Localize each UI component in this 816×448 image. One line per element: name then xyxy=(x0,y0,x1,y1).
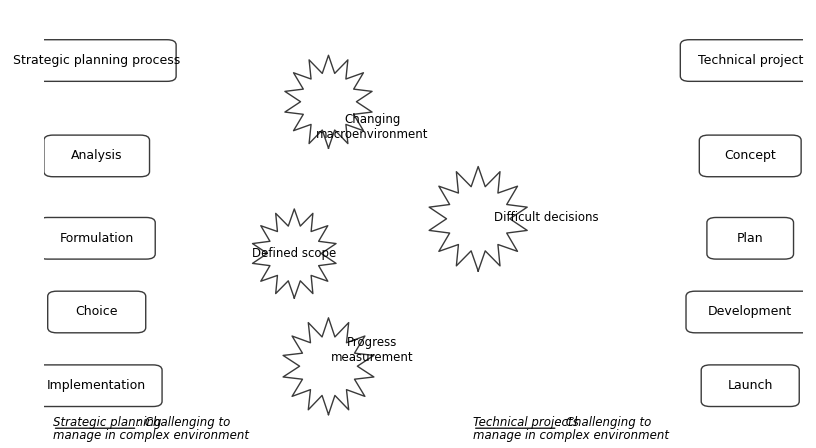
Text: manage in complex environment: manage in complex environment xyxy=(53,429,249,442)
Text: manage in complex environment: manage in complex environment xyxy=(472,429,669,442)
Text: Formulation: Formulation xyxy=(60,232,134,245)
FancyBboxPatch shape xyxy=(47,291,146,333)
Text: Analysis: Analysis xyxy=(71,150,122,163)
Text: Launch: Launch xyxy=(728,379,773,392)
Text: Development: Development xyxy=(708,306,792,319)
Text: : Challenging to: : Challenging to xyxy=(557,416,651,429)
Text: Plan: Plan xyxy=(737,232,764,245)
Text: Strategic planning: Strategic planning xyxy=(53,416,161,429)
Text: : Challenging to: : Challenging to xyxy=(137,416,231,429)
FancyBboxPatch shape xyxy=(681,40,816,82)
Text: Technical projects: Technical projects xyxy=(472,416,579,429)
Text: Technical project: Technical project xyxy=(698,54,803,67)
FancyBboxPatch shape xyxy=(707,217,793,259)
FancyBboxPatch shape xyxy=(701,365,799,406)
Text: Difficult decisions: Difficult decisions xyxy=(494,211,599,224)
FancyBboxPatch shape xyxy=(44,135,149,177)
Text: Progress
measurement: Progress measurement xyxy=(331,336,414,364)
Text: Defined scope: Defined scope xyxy=(252,247,336,260)
FancyBboxPatch shape xyxy=(686,291,814,333)
Text: Changing
macroenvironment: Changing macroenvironment xyxy=(317,113,428,141)
Text: Strategic planning process: Strategic planning process xyxy=(13,54,180,67)
Text: Implementation: Implementation xyxy=(47,379,146,392)
Text: Choice: Choice xyxy=(75,306,118,319)
FancyBboxPatch shape xyxy=(38,217,155,259)
FancyBboxPatch shape xyxy=(699,135,801,177)
Text: Concept: Concept xyxy=(725,150,776,163)
FancyBboxPatch shape xyxy=(31,365,162,406)
FancyBboxPatch shape xyxy=(17,40,176,82)
